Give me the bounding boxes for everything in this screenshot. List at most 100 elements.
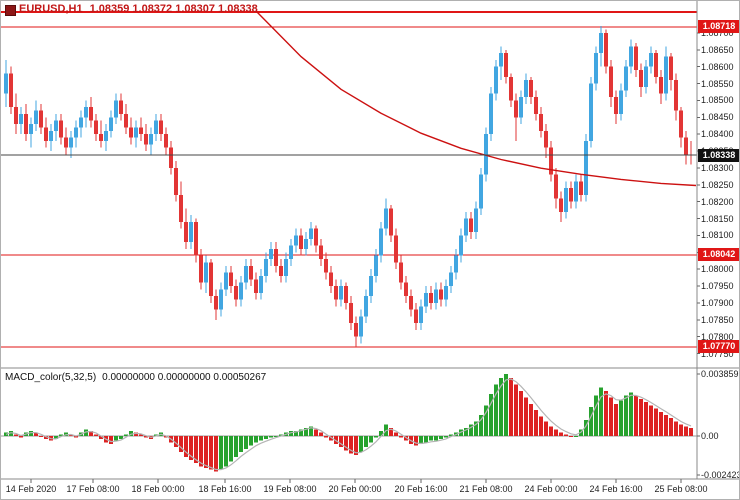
macd-bar <box>339 435 343 448</box>
candle-body <box>309 228 313 239</box>
candle-body <box>264 259 268 276</box>
candle-body <box>469 218 473 233</box>
macd-bar <box>569 435 573 437</box>
macd-bar <box>129 431 133 436</box>
price-axis-label: 1.08300 <box>701 162 734 173</box>
macd-bar <box>604 390 608 436</box>
candle-body <box>334 286 338 300</box>
candle-body <box>549 147 553 175</box>
candle-body <box>254 279 258 293</box>
candle-body <box>79 117 83 128</box>
candle-body <box>4 73 8 94</box>
candle-body <box>399 262 403 283</box>
macd-name: MACD_color(5,32,5) <box>5 372 97 383</box>
moving-average-group <box>1 10 697 187</box>
candle-body <box>164 134 168 148</box>
candle-body <box>519 97 523 118</box>
macd-bar <box>524 397 528 436</box>
candle-body <box>539 113 543 131</box>
candle-body <box>349 302 353 324</box>
candle-body <box>119 100 123 114</box>
candle-body <box>624 66 628 91</box>
time-axis-label: 18 Feb 00:00 <box>131 484 185 494</box>
candle-body <box>244 265 248 283</box>
candle-body <box>454 255 458 273</box>
candle-body <box>154 120 158 135</box>
macd-bar <box>309 426 313 436</box>
macd-bar <box>684 426 688 436</box>
macd-bar <box>174 435 178 448</box>
price-axis-label: 1.08450 <box>701 112 734 123</box>
candle-body <box>14 107 18 125</box>
time-axis-label: 21 Feb 08:00 <box>459 484 513 494</box>
candle-body <box>179 194 183 222</box>
macd-bar <box>59 434 63 436</box>
candle-body <box>409 296 413 310</box>
macd-bar <box>94 434 98 436</box>
macd-bar <box>44 435 48 440</box>
candle-body <box>74 127 78 138</box>
macd-bar <box>9 431 13 436</box>
macd-bar <box>449 434 453 436</box>
macd-bar <box>14 434 18 436</box>
candle-body <box>149 134 153 145</box>
price-axis-label: 1.08250 <box>701 179 734 190</box>
macd-bar <box>469 424 473 436</box>
candle-body <box>219 289 223 310</box>
candle-body <box>394 235 398 263</box>
price-axis-label: 1.08000 <box>701 264 734 275</box>
candle-body <box>69 137 73 148</box>
macd-bar <box>429 435 433 441</box>
macd-bar <box>74 435 78 438</box>
candle-body <box>569 188 573 202</box>
candle-body <box>509 76 513 101</box>
macd-bar <box>134 432 138 436</box>
candle-body <box>84 107 88 118</box>
macd-bar <box>334 435 338 444</box>
macd-bar <box>314 429 318 436</box>
macd-bar <box>209 435 213 470</box>
macd-bar <box>89 431 93 436</box>
candle-body <box>269 248 273 260</box>
time-axis-label: 19 Feb 08:00 <box>263 484 317 494</box>
macd-values: 0.00000000 0.00000000 0.00050267 <box>102 372 267 383</box>
price-axis-label: 1.08400 <box>701 129 734 140</box>
candle-body <box>34 110 38 125</box>
macd-bar <box>244 435 248 449</box>
macd-bar <box>494 384 498 436</box>
candle-body <box>319 245 323 260</box>
price-axis-label: 1.08150 <box>701 213 734 224</box>
macd-bar <box>249 435 253 446</box>
macd-bar <box>164 435 168 438</box>
macd-bar <box>474 421 478 436</box>
current-price-tag: 1.08338 <box>698 148 739 162</box>
macd-bar <box>189 435 193 461</box>
candle-body <box>474 208 478 233</box>
macd-bar <box>609 397 613 436</box>
macd-bar <box>304 427 308 436</box>
candle-body <box>259 275 263 293</box>
candle-body <box>174 167 178 195</box>
candle-body <box>324 259 328 273</box>
macd-histogram-group <box>1 373 697 472</box>
macd-bar <box>354 435 358 456</box>
candle-body <box>499 53 503 67</box>
macd-bar <box>364 435 368 448</box>
candle-body <box>194 221 198 256</box>
candle-body <box>224 272 228 290</box>
ma-line <box>255 10 697 187</box>
macd-bar <box>219 435 223 470</box>
candle-body <box>54 120 58 131</box>
price-axis-label: 1.07850 <box>701 314 734 325</box>
candle-body <box>609 66 613 98</box>
macd-bar <box>179 435 183 452</box>
level-lines-group <box>1 11 697 348</box>
macd-bar <box>529 403 533 436</box>
candle-body <box>214 296 218 310</box>
macd-bar <box>549 426 553 436</box>
candle-body <box>559 198 563 212</box>
macd-bar <box>264 435 268 440</box>
macd-bar <box>414 435 418 446</box>
macd-bar <box>369 435 373 443</box>
